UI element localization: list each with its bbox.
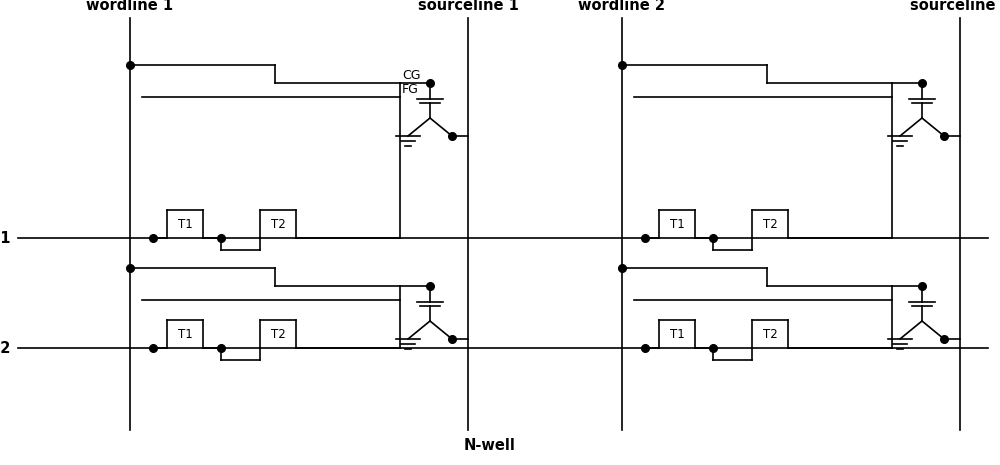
Text: T2: T2 [271, 218, 285, 231]
Text: CG: CG [402, 69, 420, 82]
Text: T2: T2 [763, 327, 777, 340]
Text: wordline 1: wordline 1 [86, 0, 174, 13]
Text: bitline 1: bitline 1 [0, 231, 10, 246]
Text: T1: T1 [178, 327, 192, 340]
Text: wordline 2: wordline 2 [578, 0, 666, 13]
Text: T1: T1 [670, 218, 684, 231]
Text: bitline 2: bitline 2 [0, 340, 10, 356]
Text: sourceline 1: sourceline 1 [418, 0, 518, 13]
Text: sourceline 2: sourceline 2 [910, 0, 1000, 13]
Text: T1: T1 [178, 218, 192, 231]
Text: T2: T2 [763, 218, 777, 231]
Text: FG: FG [402, 83, 419, 96]
Text: T1: T1 [670, 327, 684, 340]
Text: T2: T2 [271, 327, 285, 340]
Text: N-well: N-well [464, 438, 516, 453]
